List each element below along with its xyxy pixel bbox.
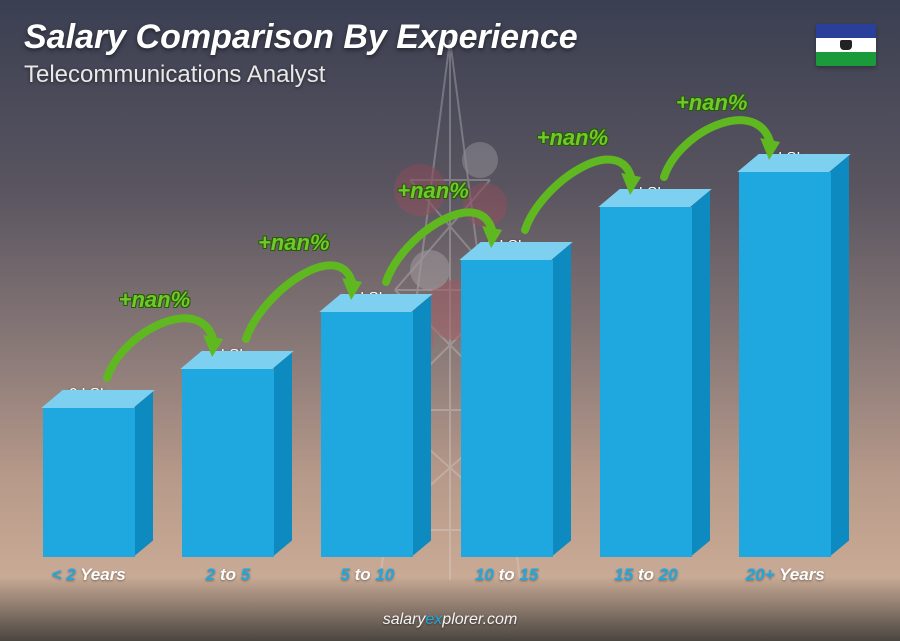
header: Salary Comparison By Experience Telecomm… [24,18,876,89]
footer-attribution: salaryexplorer.com [0,611,900,629]
bar-3d [739,172,831,557]
bar-3d [43,408,135,557]
country-flag [816,24,876,66]
bar-category-label: 2 to 5 [206,565,250,585]
page-title: Salary Comparison By Experience [24,18,876,57]
bar-category-label: < 2 Years [52,565,126,585]
percent-increase-label: +nan% [397,178,469,204]
bar-chart: 0 LSL< 2 Years0 LSL2 to 50 LSL5 to 100 L… [24,120,850,581]
footer-prefix: salary [383,611,426,628]
bar-category-label: 20+ Years [746,565,825,585]
bar-category-label: 5 to 10 [340,565,394,585]
footer-suffix: plorer.com [442,611,517,628]
percent-increase-label: +nan% [119,287,191,313]
bar-category-label: 10 to 15 [475,565,538,585]
percent-increase-label: +nan% [676,90,748,116]
percent-increase-label: +nan% [258,230,330,256]
percent-increase-label: +nan% [537,125,609,151]
footer-highlight: ex [425,611,442,628]
page-subtitle: Telecommunications Analyst [24,61,876,89]
bar-category-label: 15 to 20 [614,565,677,585]
